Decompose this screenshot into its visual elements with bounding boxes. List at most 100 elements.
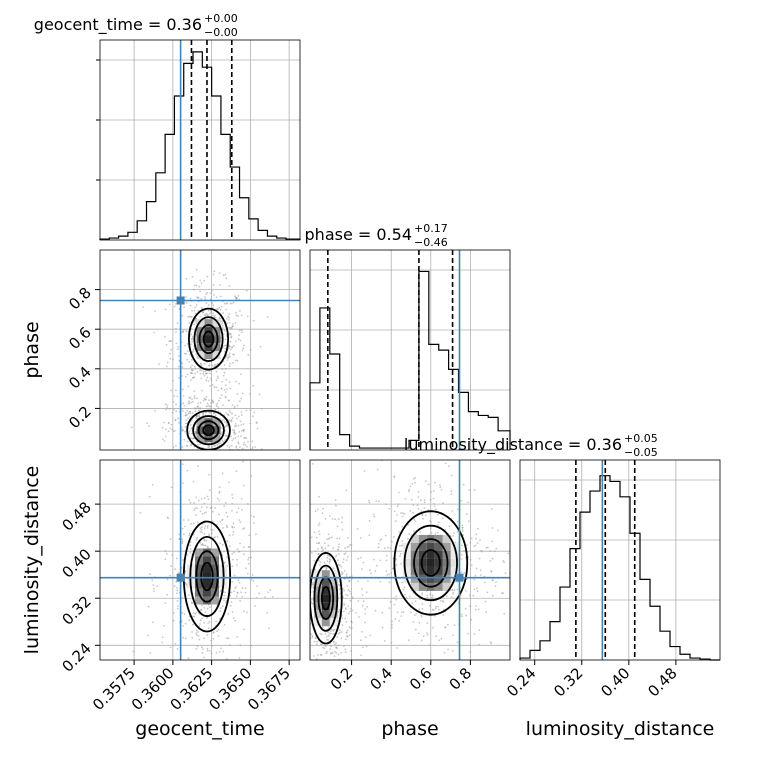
sample-point [312,581,314,584]
sample-point [211,364,214,367]
sample-point [337,518,340,520]
sample-point [223,302,226,305]
sample-point [348,634,351,636]
sample-point [200,544,203,546]
sample-point [474,574,477,577]
sample-point [152,621,154,624]
contour-line [403,524,458,602]
sample-point [248,667,250,669]
sample-point [476,542,479,545]
sample-point [232,534,234,536]
sample-point [338,588,341,590]
sample-point [252,415,254,418]
sample-point [225,511,228,514]
sample-point [344,651,347,653]
sample-point [346,585,349,587]
y-tick-label: 0.6 [65,323,95,353]
sample-point [375,564,378,567]
sample-point [181,463,184,466]
sample-point [349,610,351,613]
histogram-steps [519,475,720,661]
sample-point [202,412,205,415]
sample-point [341,573,343,576]
sample-point [186,445,189,447]
sample-point [237,507,240,509]
sample-point [215,464,217,466]
sample-point [343,589,346,592]
sample-point [247,563,250,565]
sample-point [189,410,192,413]
sample-point [221,394,223,396]
sample-point [409,689,411,691]
sample-point [364,613,367,615]
sample-point [173,408,175,411]
sample-point [340,637,343,640]
sample-point [187,315,190,318]
sample-point [172,379,174,382]
sample-point [163,421,166,424]
sample-point [376,468,379,471]
sample-point [198,458,200,460]
sample-point [267,591,269,593]
sample-point [347,612,350,615]
sample-point [193,376,196,379]
sample-point [249,393,251,395]
density-cell [321,578,330,587]
panel-title-phase: phase = 0.54 +0.17−0.46 [305,222,448,249]
sample-point [215,452,217,454]
sample-point [240,397,243,400]
sample-point [191,398,193,400]
sample-point [452,650,454,652]
sample-point [231,611,234,613]
sample-point [175,327,177,330]
sample-point [345,489,348,492]
sample-point [181,527,184,530]
sample-point [266,612,269,614]
sample-point [442,600,445,603]
sample-point [191,437,194,440]
sample-point [181,314,184,317]
sample-point [371,665,373,667]
sample-point [430,532,433,534]
density-cell [321,610,330,619]
sample-point [215,386,218,389]
sample-point [190,379,192,381]
sample-point [212,284,215,286]
sample-point [164,602,167,604]
sample-point [200,297,203,300]
sample-point [307,524,309,526]
sample-point [214,414,217,417]
sample-point [228,409,231,412]
sample-point [368,534,371,537]
sample-point [392,536,395,538]
sample-point [344,638,347,641]
sample-point [348,590,351,593]
sample-point [176,600,179,602]
sample-point [243,430,245,432]
sample-point [202,372,205,375]
sample-point [203,279,206,282]
sample-point [341,516,344,519]
sample-point [212,273,215,276]
sample-point [206,372,209,375]
sample-point [174,430,176,432]
sample-point [199,408,202,410]
sample-point [207,380,210,382]
sample-point [190,333,193,336]
density-cell [426,566,435,575]
sample-point [349,544,351,546]
sample-point [217,407,220,409]
sample-point [317,654,319,656]
sample-point [468,489,471,491]
sample-point [333,655,336,657]
sample-point [221,419,224,422]
sample-point [181,366,184,369]
sample-point [321,512,324,514]
sample-point [187,657,190,660]
sample-point [237,452,239,454]
sample-point [250,578,253,581]
sample-point [472,594,475,597]
sample-point [197,296,200,299]
sample-point [378,500,380,503]
